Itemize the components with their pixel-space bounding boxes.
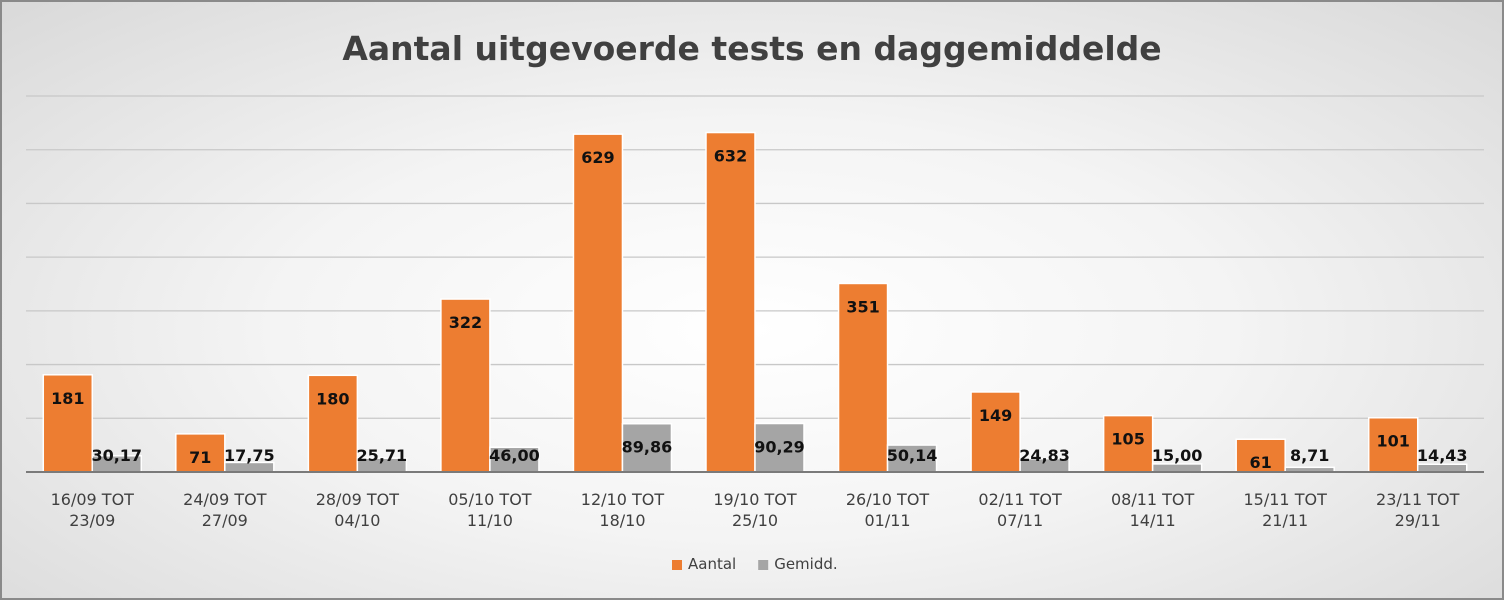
data-label-aantal: 181 <box>51 389 84 408</box>
legend: Aantal Gemidd. <box>672 555 838 573</box>
x-tick-label: 02/11 TOT 07/11 <box>978 490 1062 530</box>
data-label-aantal: 629 <box>581 148 614 167</box>
data-labels: 181 30,17 71 17,75 180 25,71 322 46,00 629 89,86 6… <box>51 147 1467 473</box>
data-label-aantal: 632 <box>714 147 747 166</box>
bar-aantal <box>1235 438 1286 473</box>
x-tick-label: 28/09 TOT 04/10 <box>316 490 400 530</box>
bar-aantal <box>837 282 889 473</box>
x-tick-label: 23/11 TOT 29/11 <box>1376 490 1460 530</box>
bar-aantal <box>1102 414 1154 473</box>
bar-aantal <box>175 433 226 473</box>
data-label-gemidd: 8,71 <box>1290 446 1329 465</box>
bars <box>42 131 1468 473</box>
x-tick-label: 26/10 TOT 01/11 <box>846 490 930 530</box>
x-tick-label: 15/11 TOT 21/11 <box>1244 490 1328 530</box>
legend-label-gemidd: Gemidd. <box>774 555 837 573</box>
x-axis-tick-labels: 16/09 TOT 23/09 24/09 TOT 27/09 28/09 TOT 04/… <box>51 490 1460 530</box>
data-label-gemidd: 89,86 <box>622 438 673 457</box>
data-label-gemidd: 25,71 <box>357 446 408 465</box>
data-label-gemidd: 14,43 <box>1417 446 1468 465</box>
x-tick-label: 24/09 TOT 27/09 <box>183 490 267 530</box>
data-label-gemidd: 90,29 <box>754 438 805 457</box>
bar-aantal <box>970 391 1021 473</box>
data-label-aantal: 322 <box>449 313 482 332</box>
bar-aantal <box>705 131 756 473</box>
x-tick-label: 19/10 TOT 25/10 <box>713 490 797 530</box>
data-label-aantal: 71 <box>189 448 211 467</box>
data-label-aantal: 351 <box>846 297 879 316</box>
data-label-gemidd: 30,17 <box>91 446 142 465</box>
data-label-gemidd: 17,75 <box>224 446 275 465</box>
data-label-aantal: 101 <box>1377 432 1410 451</box>
legend-swatch-aantal <box>672 560 682 570</box>
data-label-aantal: 180 <box>316 389 349 408</box>
bar-gemidd <box>621 422 673 473</box>
data-label-aantal: 105 <box>1111 430 1144 449</box>
data-label-gemidd: 50,14 <box>887 446 938 465</box>
legend-swatch-gemidd <box>758 560 769 570</box>
chart-title: Aantal uitgevoerde tests en daggemiddeld… <box>342 29 1161 68</box>
data-label-aantal: 149 <box>979 406 1012 425</box>
data-label-aantal: 61 <box>1250 453 1272 472</box>
x-tick-label: 12/10 TOT 18/10 <box>581 490 665 530</box>
x-tick-label: 08/11 TOT 14/11 <box>1111 490 1195 530</box>
data-label-gemidd: 24,83 <box>1019 446 1070 465</box>
bar-aantal <box>572 133 624 473</box>
data-label-gemidd: 46,00 <box>489 446 540 465</box>
legend-label-aantal: Aantal <box>688 555 736 573</box>
x-tick-label: 16/09 TOT 23/09 <box>51 490 135 530</box>
bar-aantal <box>440 298 491 473</box>
x-tick-label: 05/10 TOT 11/10 <box>448 490 532 530</box>
bar-gemidd <box>1416 463 1468 473</box>
bar-gemidd <box>1151 463 1203 473</box>
bar-gemidd <box>489 446 540 473</box>
data-label-gemidd: 15,00 <box>1152 446 1203 465</box>
